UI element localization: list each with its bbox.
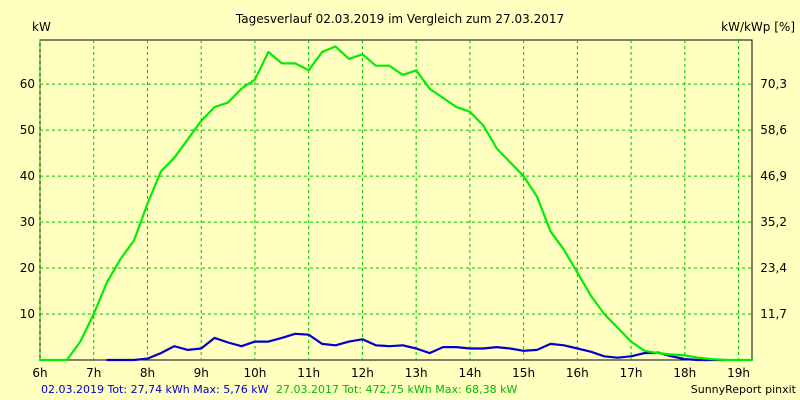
- y-axis-left-label: kW: [32, 20, 51, 34]
- y-right-tick-label: 70,3: [760, 77, 787, 91]
- legend-series-2: 27.03.2017 Tot: 472,75 kWh Max: 68,38 kW: [276, 383, 518, 396]
- y-left-tick-label: 30: [20, 215, 35, 229]
- x-tick-label: 17h: [620, 366, 643, 380]
- x-tick-label: 9h: [194, 366, 209, 380]
- footer-credit: SunnyReport pinxit: [691, 383, 797, 396]
- y-right-tick-label: 35,2: [760, 215, 787, 229]
- legend: 02.03.2019 Tot: 27,74 kWh Max: 5,76 kW 2…: [41, 383, 518, 396]
- chart-title: Tagesverlauf 02.03.2019 im Vergleich zum…: [235, 12, 564, 26]
- x-tick-label: 14h: [458, 366, 481, 380]
- x-tick-label: 6h: [32, 366, 47, 380]
- x-tick-label: 8h: [140, 366, 155, 380]
- x-axis-ticks: 6h 7h 8h 9h 10h 11h 12h 13h 14h 15h 16h 17h 18h 19h: [32, 366, 750, 380]
- legend-series-1: 02.03.2019 Tot: 27,74 kWh Max: 5,76 kW: [41, 383, 269, 396]
- series-line-2: [38, 45, 754, 362]
- y-axis-left-ticks: 10 20 30 40 50 60: [20, 77, 35, 321]
- y-left-tick-label: 10: [20, 307, 35, 321]
- x-tick-label: 18h: [673, 366, 696, 380]
- x-tick-label: 16h: [566, 366, 589, 380]
- y-left-tick-label: 40: [20, 169, 35, 183]
- plot-area: [39, 39, 753, 361]
- y-left-tick-label: 50: [20, 123, 35, 137]
- grid: [39, 40, 752, 360]
- series-line-1: [106, 332, 727, 362]
- x-tick-label: 7h: [86, 366, 101, 380]
- x-tick-label: 19h: [727, 366, 750, 380]
- x-tick-label: 13h: [405, 366, 428, 380]
- y-right-tick-label: 58,6: [760, 123, 787, 137]
- x-tick-label: 15h: [512, 366, 535, 380]
- y-left-tick-label: 60: [20, 77, 35, 91]
- y-right-tick-label: 11,7: [760, 307, 787, 321]
- y-right-tick-label: 46,9: [760, 169, 787, 183]
- series-layer: [38, 45, 754, 362]
- y-axis-right-ticks: 11,7 23,4 35,2 46,9 58,6 70,3: [760, 77, 787, 321]
- y-axis-right-label: kW/kWp [%]: [721, 20, 795, 34]
- y-right-tick-label: 23,4: [760, 261, 787, 275]
- x-tick-label: 11h: [297, 366, 320, 380]
- y-left-tick-label: 20: [20, 261, 35, 275]
- x-tick-label: 12h: [351, 366, 374, 380]
- x-tick-label: 10h: [244, 366, 267, 380]
